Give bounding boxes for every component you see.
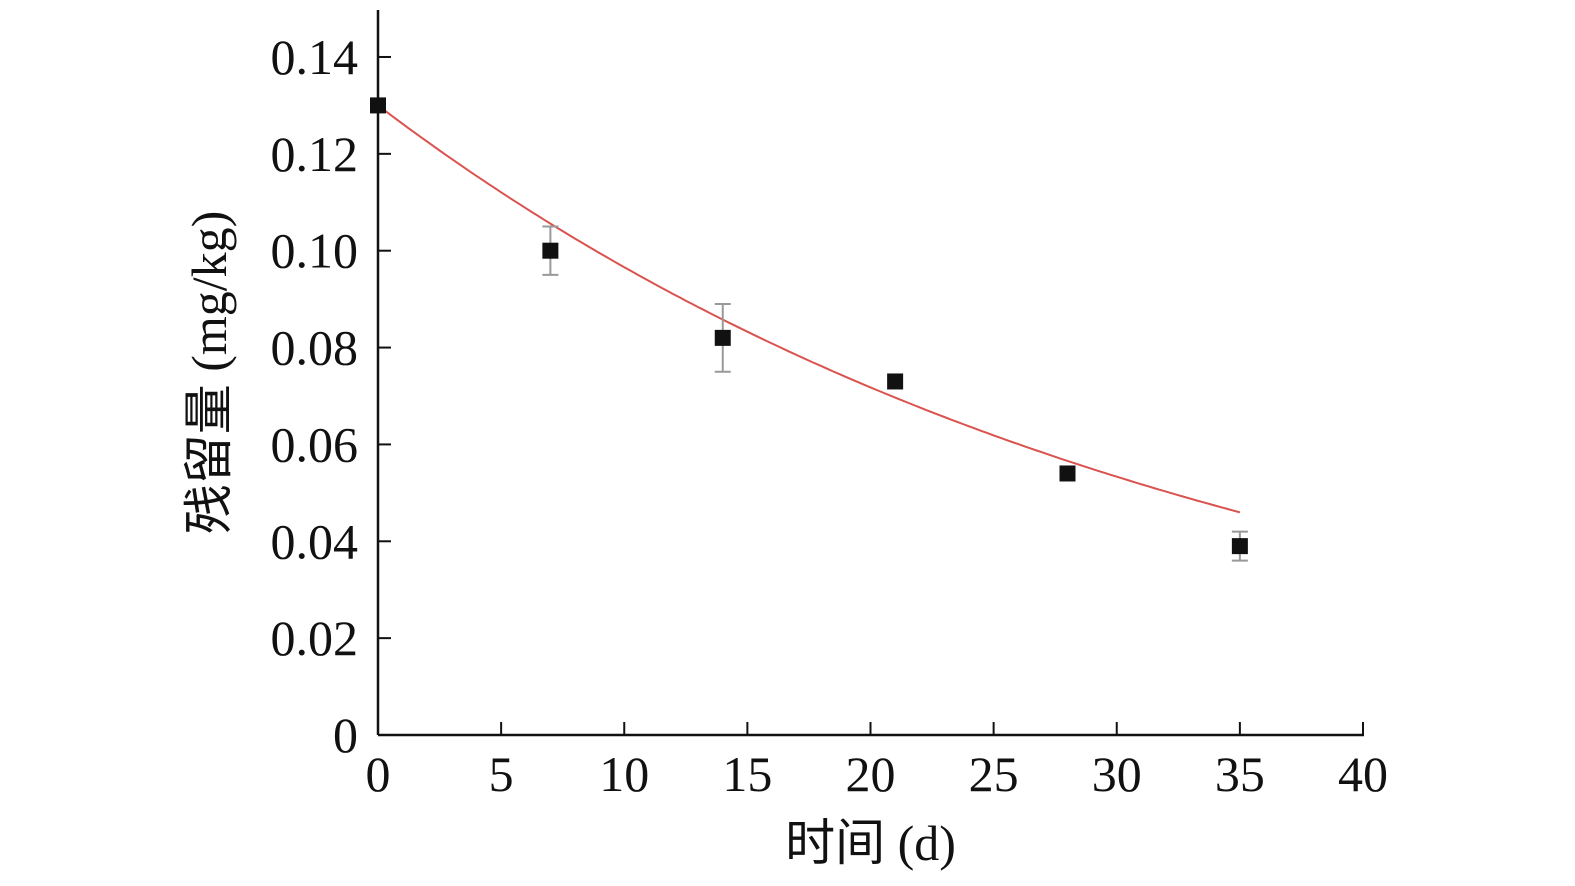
y-axis: 0 0.02 0.04 0.06 0.08 0.10 0.12 0.14 xyxy=(271,10,391,763)
x-tick-label: 10 xyxy=(599,746,649,802)
x-axis: 0 5 10 15 20 25 30 35 40 xyxy=(366,722,1388,802)
fit-curve xyxy=(377,104,1241,514)
x-tick-label: 0 xyxy=(366,746,391,802)
y-tick-label: 0 xyxy=(333,707,358,763)
x-tick-label: 30 xyxy=(1092,746,1142,802)
x-tick-label: 35 xyxy=(1215,746,1265,802)
data-point xyxy=(714,329,731,346)
data-point xyxy=(542,242,559,259)
y-tick-label: 0.10 xyxy=(271,223,359,279)
data-point xyxy=(370,97,386,114)
y-tick-label: 0.02 xyxy=(271,610,359,666)
data-point xyxy=(887,373,904,390)
y-tick-label: 0.04 xyxy=(271,513,359,569)
y-tick-label: 0.06 xyxy=(271,416,359,472)
y-axis-title: 残留量 (mg/kg) xyxy=(181,211,237,535)
x-tick-label: 25 xyxy=(969,746,1019,802)
x-tick-label: 20 xyxy=(846,746,896,802)
data-point xyxy=(1059,465,1076,482)
data-points-layer xyxy=(370,97,1248,562)
x-tick-label: 40 xyxy=(1338,746,1388,802)
y-tick-label: 0.14 xyxy=(271,29,359,85)
y-tick-label: 0.12 xyxy=(271,126,359,182)
fit-curve-layer xyxy=(377,104,1241,514)
x-tick-label: 15 xyxy=(722,746,772,802)
data-point xyxy=(1231,538,1248,555)
x-tick-label: 5 xyxy=(489,746,514,802)
x-axis-title: 时间 (d) xyxy=(785,815,956,871)
y-tick-label: 0.08 xyxy=(271,320,359,376)
